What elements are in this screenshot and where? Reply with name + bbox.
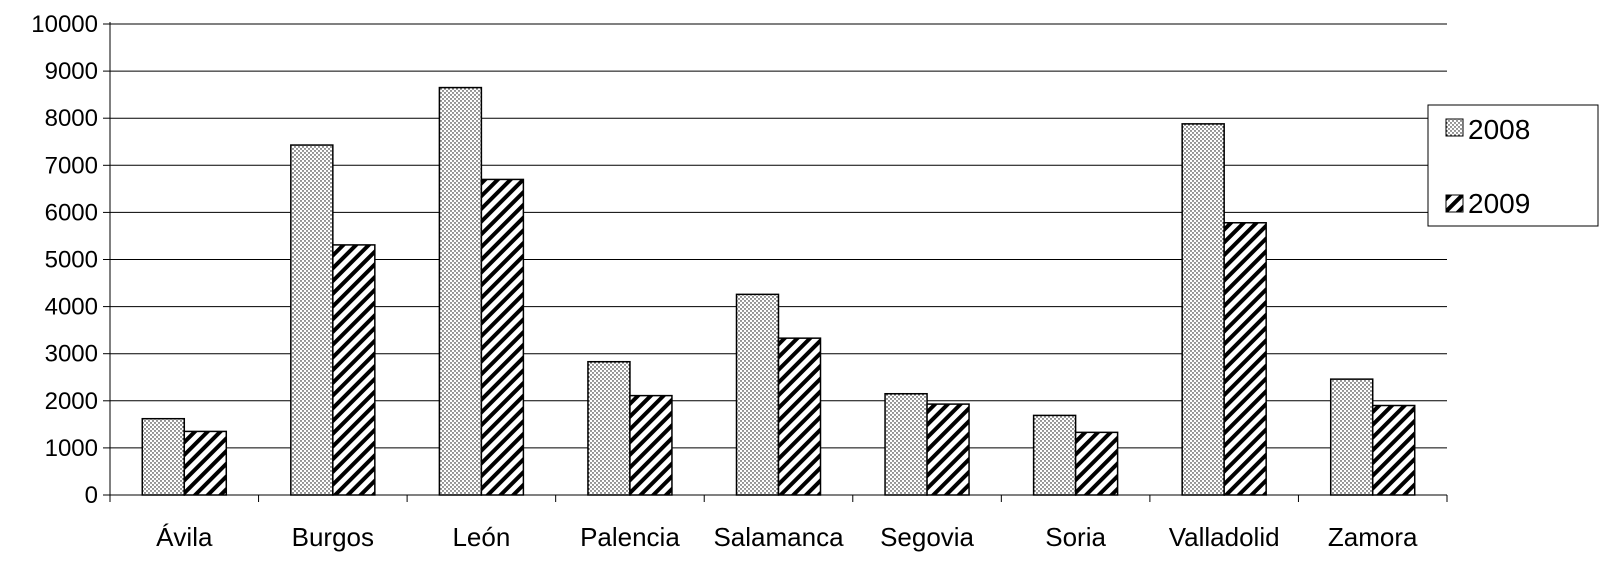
y-tick-label: 4000 bbox=[45, 294, 98, 321]
bar-2009 bbox=[332, 244, 376, 496]
bar-2009 bbox=[1223, 222, 1267, 496]
y-tick-label: 6000 bbox=[45, 199, 98, 226]
legend-label-2009: 2009 bbox=[1468, 188, 1530, 219]
bar-2008 bbox=[141, 417, 186, 496]
x-category-label: Zamora bbox=[1328, 522, 1418, 552]
bar-2008 bbox=[1032, 414, 1077, 496]
y-tick-label: 9000 bbox=[45, 58, 98, 85]
legend: 2008 2009 bbox=[1427, 104, 1599, 227]
y-tick-label: 10000 bbox=[31, 11, 98, 38]
bar-2009 bbox=[480, 178, 525, 496]
y-tick-label: 7000 bbox=[45, 152, 98, 179]
legend-swatch-2009 bbox=[1445, 194, 1464, 213]
legend-swatch-2008 bbox=[1445, 118, 1464, 137]
y-tick-label: 3000 bbox=[45, 341, 98, 368]
bar-2009 bbox=[777, 337, 822, 496]
x-category-label: Burgos bbox=[292, 522, 374, 552]
legend-label-2008: 2008 bbox=[1468, 114, 1530, 145]
x-category-label: Palencia bbox=[580, 522, 680, 552]
x-category-label: León bbox=[452, 522, 510, 552]
x-category-label: Salamanca bbox=[713, 522, 844, 552]
y-tick-label: 1000 bbox=[45, 435, 98, 462]
y-tick-label: 5000 bbox=[45, 247, 98, 274]
x-category-label: Segovia bbox=[880, 522, 974, 552]
bar-2009 bbox=[183, 430, 228, 496]
bar-2008 bbox=[587, 360, 631, 496]
bar-2009 bbox=[1074, 431, 1119, 496]
x-category-label: Soria bbox=[1045, 522, 1106, 552]
bar-2008 bbox=[1181, 123, 1225, 496]
y-tick-labels: 0 1000 2000 3000 4000 5000 6000 7000 8000 9000 100… bbox=[31, 11, 98, 509]
bar-2009 bbox=[926, 403, 970, 496]
y-tick-label: 0 bbox=[85, 482, 98, 509]
bar-2008 bbox=[438, 86, 483, 496]
x-category-labels: Ávila Burgos León Palencia Salamanca Segovia S… bbox=[156, 522, 1418, 552]
bar-2009 bbox=[629, 394, 673, 496]
y-tick-label: 2000 bbox=[45, 388, 98, 415]
bars bbox=[141, 86, 1416, 496]
bar-2008 bbox=[735, 293, 780, 496]
bar-2008 bbox=[290, 144, 334, 496]
x-category-label: Valladolid bbox=[1169, 522, 1280, 552]
bar-2009 bbox=[1371, 404, 1416, 496]
x-category-label: Ávila bbox=[156, 522, 213, 552]
bar-2008 bbox=[884, 392, 928, 496]
bar-2008 bbox=[1329, 378, 1374, 496]
y-tick-label: 8000 bbox=[45, 105, 98, 132]
